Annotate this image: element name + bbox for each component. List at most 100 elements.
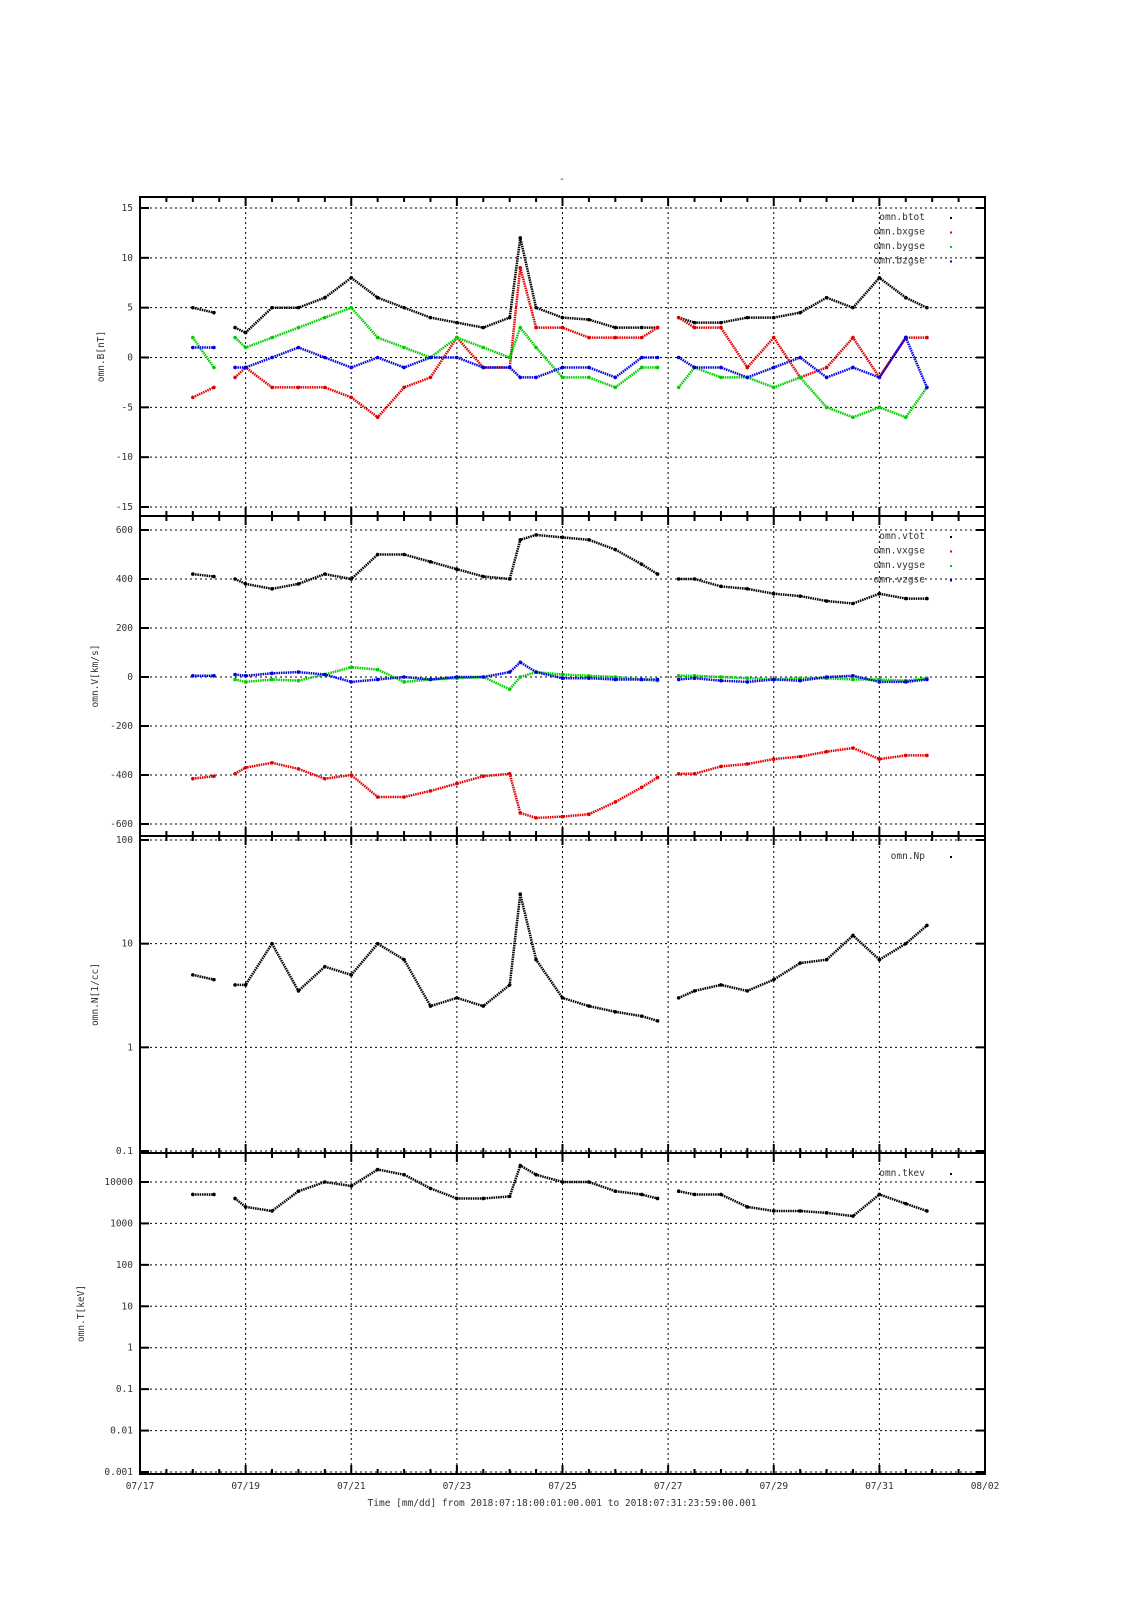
y-tick-label: 10 <box>122 253 134 264</box>
series-omn-vzgse <box>191 660 929 684</box>
legend-label: omn.bzgse <box>874 256 926 267</box>
legend-marker <box>950 579 952 582</box>
y-tick-label: 200 <box>116 623 133 634</box>
y-axis-label: omn.N[1/cc] <box>90 963 101 1026</box>
series-trace <box>235 346 658 379</box>
chart-title: - <box>559 174 565 185</box>
series-trace <box>192 774 215 780</box>
series-trace <box>678 674 928 682</box>
y-tick-label: 0.1 <box>116 1146 133 1157</box>
series-trace <box>678 674 928 684</box>
data-point <box>212 1192 216 1197</box>
data-point <box>212 574 216 579</box>
y-tick-label: -10 <box>116 452 133 463</box>
legend-marker <box>950 1173 952 1175</box>
series-trace <box>234 1163 658 1213</box>
series-trace <box>192 306 215 314</box>
x-tick-label: 08/02 <box>971 1481 1000 1492</box>
series-omn-bygse <box>191 305 929 420</box>
y-axis-label: omn.B[nT] <box>96 331 107 382</box>
series-trace <box>191 336 215 369</box>
legend-label: omn.bxgse <box>874 227 926 238</box>
series-trace <box>234 237 658 335</box>
y-tick-label: -15 <box>116 502 133 513</box>
y-tick-label: 0.01 <box>110 1426 133 1437</box>
series-omn-vxgse <box>191 746 929 820</box>
y-tick-label: 0.1 <box>116 1384 133 1395</box>
y-tick-label: 1000 <box>110 1218 133 1229</box>
y-tick-label: 1 <box>127 1042 133 1053</box>
series-omn-btot <box>191 236 929 335</box>
x-axis-label: Time [mm/dd] from 2018:07:18:00:01:00.00… <box>368 1498 757 1509</box>
series-trace <box>677 366 928 419</box>
y-tick-label: 0 <box>127 672 133 683</box>
y-tick-label: 1 <box>127 1343 133 1354</box>
series-trace <box>192 973 215 981</box>
legend-label: omn.vxgse <box>874 546 926 557</box>
series-trace <box>234 660 658 684</box>
series-omn-bzgse <box>191 334 929 390</box>
y-tick-label: -5 <box>122 402 133 413</box>
y-tick-label: 5 <box>127 303 133 314</box>
series-trace <box>235 893 658 1023</box>
y-tick-label: 10 <box>122 1301 134 1312</box>
y-tick-label: 10 <box>122 939 134 950</box>
y-tick-label: 400 <box>116 574 133 585</box>
series-trace <box>234 306 658 389</box>
legend-label: omn.btot <box>879 212 925 223</box>
legend-marker <box>950 246 952 248</box>
x-tick-label: 07/25 <box>548 1481 577 1492</box>
y-tick-label: 15 <box>122 203 133 214</box>
x-tick-label: 07/17 <box>126 1481 155 1492</box>
data-point <box>212 345 216 350</box>
legend-label: omn.bygse <box>874 241 926 252</box>
series-trace <box>234 533 659 591</box>
legend-marker <box>950 856 952 858</box>
y-axis-label: omn.V[km/s] <box>90 645 101 708</box>
legend-marker <box>950 260 952 263</box>
series-omn-tkev <box>191 1163 929 1218</box>
y-tick-label: 0.001 <box>104 1467 133 1478</box>
y-tick-label: -600 <box>110 819 133 830</box>
x-tick-label: 07/29 <box>759 1481 788 1492</box>
x-tick-label: 07/27 <box>654 1481 683 1492</box>
panel-frame <box>139 1152 986 1475</box>
legend-marker <box>950 550 952 553</box>
data-point <box>212 774 216 779</box>
y-tick-label: 100 <box>116 835 133 846</box>
y-tick-label: 0 <box>127 353 133 364</box>
data-point <box>925 753 929 758</box>
series-trace <box>678 577 927 605</box>
series-trace <box>678 924 928 1000</box>
x-tick-label: 07/31 <box>865 1481 894 1492</box>
y-tick-label: 10000 <box>104 1177 133 1188</box>
series-omn-vtot <box>191 533 929 606</box>
data-point <box>212 673 216 678</box>
y-tick-label: -200 <box>110 721 133 732</box>
series-trace <box>234 267 659 419</box>
series-trace <box>678 746 927 776</box>
series-trace <box>678 1189 928 1218</box>
series-trace <box>678 334 929 388</box>
series-trace <box>234 761 659 820</box>
x-tick-label: 07/21 <box>337 1481 366 1492</box>
panel-frame <box>139 835 986 1154</box>
y-tick-label: 600 <box>116 525 133 536</box>
legend-label: omn.vtot <box>879 531 925 542</box>
legend-label: omn.vygse <box>874 560 926 571</box>
x-tick-label: 07/19 <box>231 1481 260 1492</box>
series-omn-Np <box>191 892 929 1023</box>
legend-marker <box>950 231 952 234</box>
series-trace <box>192 572 215 578</box>
series-trace <box>678 276 928 324</box>
legend-marker <box>950 536 952 538</box>
legend-marker <box>950 217 952 219</box>
series-trace <box>192 386 215 399</box>
y-tick-label: -400 <box>110 770 133 781</box>
y-axis-label: omn.T[keV] <box>76 1285 87 1342</box>
legend-label: omn.tkev <box>879 1168 925 1179</box>
legend-label: omn.vzgse <box>874 575 926 586</box>
legend-marker <box>950 565 952 567</box>
